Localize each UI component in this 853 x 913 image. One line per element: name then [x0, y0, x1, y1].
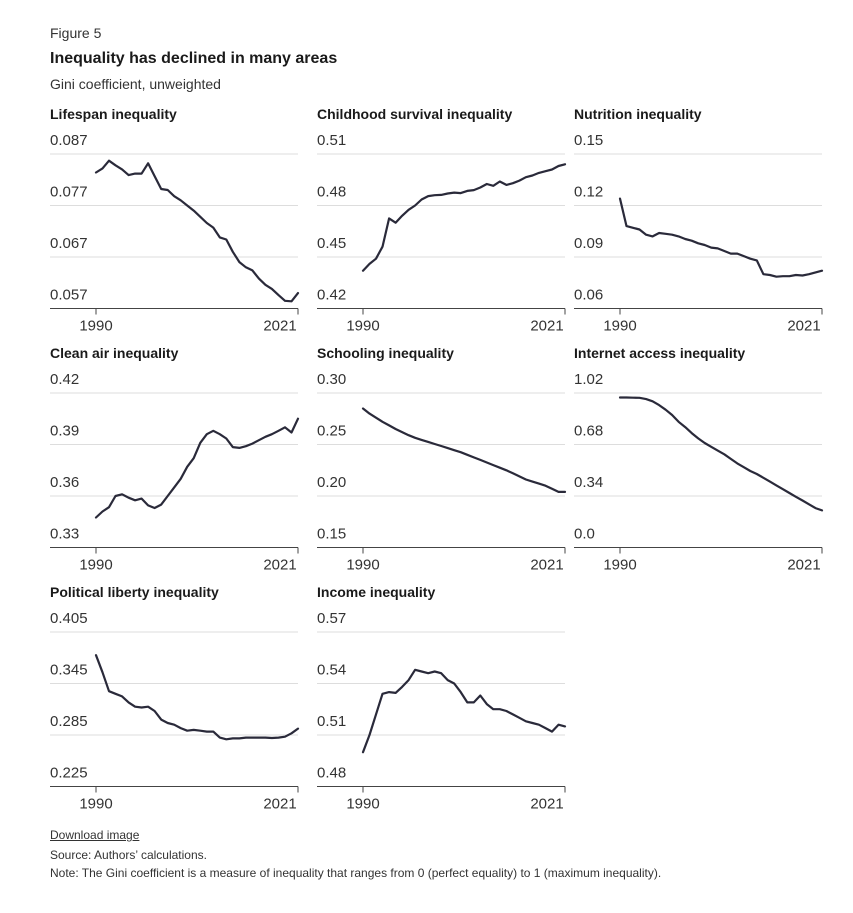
x-tick-label: 2021: [530, 557, 563, 574]
chart-panel-4: Clean air inequality 0.42 0.39 0.36 0.331990…: [50, 345, 300, 574]
x-tick-label: 2021: [530, 796, 563, 813]
series-line: [94, 159, 300, 303]
y-tick-label: 0.15: [317, 526, 346, 543]
y-tick-label: 0.51: [317, 132, 346, 149]
y-tick-label: 0.34: [574, 474, 603, 491]
y-tick-label: 0.54: [317, 662, 346, 679]
series-line: [361, 163, 567, 272]
figure-subtitle: Gini coefficient, unweighted: [50, 76, 221, 92]
y-tick-label: 0.30: [317, 371, 346, 388]
y-tick-label: 0.33: [50, 526, 79, 543]
y-tick-label: 0.077: [50, 184, 88, 201]
y-tick-label: 0.285: [50, 713, 88, 730]
y-tick-label: 1.02: [574, 371, 603, 388]
y-tick-label: 0.087: [50, 132, 88, 149]
x-tick-label: 2021: [263, 557, 296, 574]
download-image-link[interactable]: Download image: [50, 828, 140, 842]
x-tick-label: 1990: [603, 557, 636, 574]
x-tick-label: 2021: [787, 557, 820, 574]
x-tick-label: 1990: [79, 796, 112, 813]
y-tick-label: 0.20: [317, 474, 346, 491]
x-tick-label: 1990: [346, 557, 379, 574]
note-text: Note: The Gini coefficient is a measure …: [50, 866, 662, 880]
chart-panel-3: Nutrition inequality 0.15 0.12 0.09 0.061990…: [574, 106, 824, 335]
x-tick-label: 1990: [346, 796, 379, 813]
chart-panel-5: Schooling inequality 0.30 0.25 0.20 0.151990…: [317, 345, 567, 574]
y-tick-label: 0.45: [317, 235, 346, 252]
y-tick-label: 0.48: [317, 765, 346, 782]
y-tick-label: 0.12: [574, 184, 603, 201]
y-tick-label: 0.06: [574, 287, 603, 304]
chart-title: Schooling inequality: [317, 345, 454, 361]
chart-panel-6: Internet access inequality 1.02 0.68 0.34 0.…: [574, 345, 824, 574]
y-tick-label: 0.225: [50, 765, 88, 782]
x-tick-label: 1990: [79, 318, 112, 335]
y-tick-label: 0.51: [317, 713, 346, 730]
y-tick-label: 0.0: [574, 526, 595, 543]
y-tick-label: 0.057: [50, 287, 88, 304]
series-line: [361, 407, 567, 493]
y-tick-label: 0.42: [50, 371, 79, 388]
x-tick-label: 2021: [530, 318, 563, 335]
y-tick-label: 0.36: [50, 474, 79, 491]
chart-title: Childhood survival inequality: [317, 106, 512, 122]
y-tick-label: 0.15: [574, 132, 603, 149]
y-tick-label: 0.68: [574, 423, 603, 440]
series-line: [361, 668, 567, 754]
y-tick-label: 0.405: [50, 610, 88, 627]
series-line: [618, 396, 824, 512]
y-tick-label: 0.48: [317, 184, 346, 201]
chart-title: Political liberty inequality: [50, 584, 219, 600]
y-tick-label: 0.09: [574, 235, 603, 252]
chart-title: Nutrition inequality: [574, 106, 702, 122]
y-tick-label: 0.57: [317, 610, 346, 627]
series-line: [94, 654, 300, 741]
figure-title: Inequality has declined in many areas: [50, 50, 338, 67]
chart-panel-1: Lifespan inequality 0.087 0.077 0.067 0.057 1…: [50, 106, 300, 335]
series-line: [618, 197, 824, 278]
x-tick-label: 1990: [79, 557, 112, 574]
chart-title: Clean air inequality: [50, 345, 179, 361]
y-tick-label: 0.25: [317, 423, 346, 440]
series-line: [94, 417, 300, 519]
source-text: Source: Authors’ calculations.: [50, 848, 207, 862]
x-tick-label: 1990: [603, 318, 636, 335]
y-tick-label: 0.39: [50, 423, 79, 440]
chart-panel-7: Political liberty inequality 0.405 0.345 0.…: [50, 584, 300, 813]
x-tick-label: 1990: [346, 318, 379, 335]
y-tick-label: 0.067: [50, 235, 88, 252]
y-tick-label: 0.345: [50, 662, 88, 679]
y-tick-label: 0.42: [317, 287, 346, 304]
x-tick-label: 2021: [263, 796, 296, 813]
x-tick-label: 2021: [263, 318, 296, 335]
chart-title: Income inequality: [317, 584, 435, 600]
figure-label: Figure 5: [50, 25, 102, 41]
chart-title: Lifespan inequality: [50, 106, 177, 122]
chart-title: Internet access inequality: [574, 345, 745, 361]
x-tick-label: 2021: [787, 318, 820, 335]
chart-panel-2: Childhood survival inequality 0.51 0.48 0.4…: [317, 106, 567, 335]
